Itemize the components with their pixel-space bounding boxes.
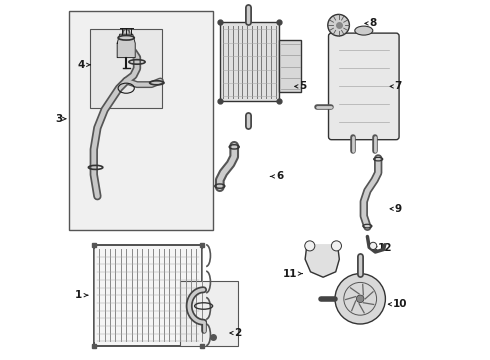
Bar <box>90 29 162 108</box>
Bar <box>220 22 279 101</box>
Bar <box>180 281 238 346</box>
Text: 10: 10 <box>392 299 407 309</box>
Bar <box>279 40 301 92</box>
Text: 3: 3 <box>55 114 63 124</box>
Polygon shape <box>305 245 339 277</box>
Text: 11: 11 <box>282 269 297 279</box>
Text: 1: 1 <box>74 290 82 300</box>
Circle shape <box>328 14 349 36</box>
Text: 5: 5 <box>299 81 306 91</box>
Circle shape <box>335 274 386 324</box>
Circle shape <box>331 241 342 251</box>
Circle shape <box>356 295 364 302</box>
Text: 2: 2 <box>234 328 242 338</box>
Text: 6: 6 <box>276 171 283 181</box>
Circle shape <box>369 242 377 249</box>
Ellipse shape <box>355 26 373 35</box>
FancyBboxPatch shape <box>328 33 399 140</box>
Text: 12: 12 <box>378 243 392 253</box>
Text: 4: 4 <box>77 60 84 70</box>
Bar <box>69 11 213 230</box>
Polygon shape <box>117 34 135 58</box>
Text: 7: 7 <box>394 81 402 91</box>
Text: 8: 8 <box>369 18 376 28</box>
Bar <box>94 245 202 346</box>
Circle shape <box>305 241 315 251</box>
Text: 9: 9 <box>394 204 401 214</box>
